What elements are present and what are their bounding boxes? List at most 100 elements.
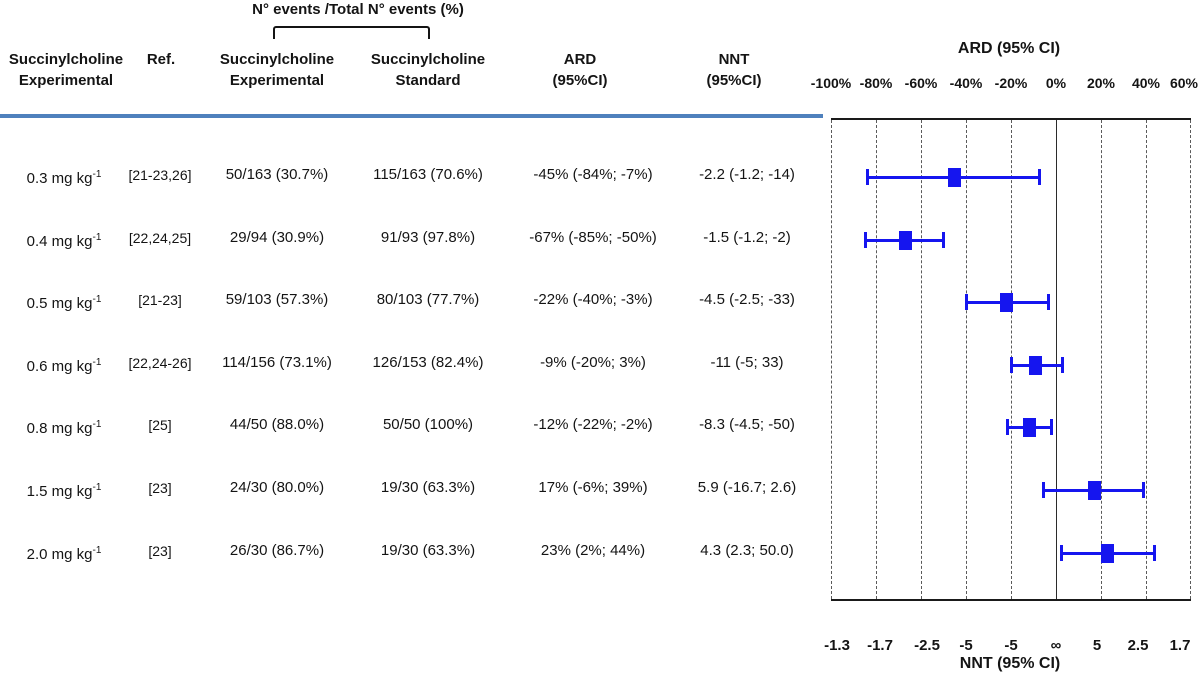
ard-cell: 17% (-6%; 39%): [538, 479, 648, 496]
nnt-cell: 4.3 (2.3; 50.0): [700, 542, 794, 559]
table-row: 2.0 mg kg-1 [23] 26/30 (86.7%) 19/30 (63…: [0, 540, 830, 563]
ci-cap-low: [1041, 482, 1045, 498]
experimental-events-cell: 24/30 (80.0%): [229, 479, 325, 496]
experimental-events-cell: 114/156 (73.1%): [222, 354, 332, 371]
dose-superscript: -1: [92, 419, 102, 430]
ref-cell: [21-23,26]: [128, 167, 192, 183]
ref-cell: [23]: [148, 480, 172, 496]
col-header-nnt: NNT (95%CI): [706, 49, 761, 91]
dose-cell: 0.5 mg kg-1: [27, 289, 102, 315]
dose-text: 0.4 mg kg: [26, 233, 93, 250]
nnt-axis-label: NNT (95% CI): [959, 655, 1061, 672]
point-estimate-marker: [1087, 481, 1101, 500]
standard-events-cell: 91/93 (97.8%): [380, 229, 476, 246]
dose-text: 0.3 mg kg: [26, 170, 93, 187]
point-estimate-marker: [1029, 356, 1043, 375]
header-divider-rule: [0, 114, 823, 118]
ard-cell: -9% (-20%; 3%): [540, 354, 646, 371]
col-header-standard-line1: Succinylcholine: [370, 51, 486, 68]
dose-superscript: -1: [92, 169, 102, 180]
dose-text: 0.6 mg kg: [26, 358, 93, 375]
standard-events-cell: 126/153 (82.4%): [372, 354, 484, 371]
col-header-ard: ARD (95%CI): [552, 49, 607, 91]
nnt-cell: -4.5 (-2.5; -33): [699, 291, 795, 308]
nnt-tick-label: 5: [1092, 637, 1102, 654]
col-header-dose-line1: Succinylcholine: [8, 51, 124, 68]
col-header-experimental: Succinylcholine Experimental: [220, 49, 334, 91]
experimental-events-cell: 59/103 (57.3%): [225, 291, 329, 308]
col-header-ard-line1: ARD: [563, 51, 597, 68]
standard-events-cell: 19/30 (63.3%): [380, 479, 476, 496]
experimental-events-cell: 44/50 (88.0%): [229, 416, 325, 433]
table-row: 0.4 mg kg-1 [22,24,25] 29/94 (30.9%) 91/…: [0, 227, 830, 250]
nnt-cell: -1.5 (-1.2; -2): [703, 229, 791, 246]
x-axis-tick-label: 60%: [1169, 75, 1199, 91]
x-axis-tick-label: -40%: [949, 75, 983, 91]
events-bracket-label: N° events /Total N° events (%): [252, 1, 464, 18]
gridline: [1101, 120, 1102, 599]
dose-cell: 0.3 mg kg-1: [27, 164, 102, 190]
nnt-tick-label: 1.7: [1169, 637, 1191, 654]
point-estimate-marker: [898, 231, 912, 250]
ard-cell: 23% (2%; 44%): [540, 542, 646, 559]
col-header-standard: Succinylcholine Standard: [371, 49, 485, 91]
dose-superscript: -1: [92, 294, 102, 305]
nnt-tick-label: -5: [1004, 637, 1018, 654]
ci-cap-low: [863, 232, 867, 248]
standard-events-cell: 115/163 (70.6%): [373, 166, 483, 183]
nnt-tick-label: -2.5: [914, 637, 940, 654]
nnt-cell: -2.2 (-1.2; -14): [699, 166, 795, 183]
nnt-tick-label: ∞: [1050, 637, 1062, 654]
ci-cap-high: [1038, 169, 1042, 185]
ci-cap-high: [1153, 545, 1156, 561]
col-header-nnt-line2: (95%CI): [706, 72, 762, 89]
chart-title: ARD (95% CI): [957, 40, 1061, 57]
ci-cap-high: [1047, 294, 1051, 310]
forest-plot-area: [831, 118, 1191, 601]
nnt-tick-label: -1.3: [824, 637, 850, 654]
point-estimate-marker: [1022, 418, 1036, 437]
col-header-experimental-line1: Succinylcholine: [219, 51, 335, 68]
dose-superscript: -1: [92, 545, 102, 556]
table-row: 0.8 mg kg-1 [25] 44/50 (88.0%) 50/50 (10…: [0, 414, 830, 437]
col-header-experimental-line2: Experimental: [229, 72, 325, 89]
gridline: [876, 120, 877, 599]
experimental-events-cell: 50/163 (30.7%): [225, 166, 329, 183]
x-axis-tick-label: -100%: [810, 75, 852, 91]
gridline: [831, 120, 832, 599]
ci-cap-high: [1060, 357, 1064, 373]
ref-cell: [22,24-26]: [128, 355, 192, 371]
dose-text: 0.8 mg kg: [26, 420, 93, 437]
x-axis-tick-label: 0%: [1045, 75, 1067, 91]
standard-events-cell: 50/50 (100%): [382, 416, 474, 433]
ref-cell: [21-23]: [138, 292, 182, 308]
nnt-cell: 5.9 (-16.7; 2.6): [697, 479, 797, 496]
gridline: [1146, 120, 1147, 599]
nnt-cell: -11 (-5; 33): [710, 354, 784, 371]
table-row: 0.3 mg kg-1 [21-23,26] 50/163 (30.7%) 11…: [0, 164, 830, 187]
point-estimate-marker: [1000, 293, 1013, 312]
ci-cap-high: [1049, 419, 1053, 435]
dose-text: 2.0 mg kg: [26, 546, 93, 563]
ci-cap-high: [1141, 482, 1145, 498]
ref-cell: [22,24,25]: [128, 230, 192, 246]
dose-superscript: -1: [92, 482, 102, 493]
ard-cell: -12% (-22%; -2%): [533, 416, 653, 433]
ard-cell: -22% (-40%; -3%): [533, 291, 653, 308]
ci-cap-high: [941, 232, 945, 248]
ci-cap-low: [1059, 545, 1063, 561]
nnt-tick-label: -1.7: [867, 637, 893, 654]
dose-text: 0.5 mg kg: [26, 295, 93, 312]
col-header-ref: Ref.: [146, 51, 176, 68]
ard-cell: -45% (-84%; -7%): [533, 166, 653, 183]
dose-cell: 0.4 mg kg-1: [27, 227, 102, 253]
ci-cap-low: [1010, 357, 1013, 373]
dose-cell: 0.6 mg kg-1: [27, 352, 102, 378]
col-header-dose-line2: Experimental: [18, 72, 114, 89]
dose-cell: 1.5 mg kg-1: [27, 477, 102, 503]
col-header-nnt-line1: NNT: [718, 51, 750, 68]
dose-text: 1.5 mg kg: [26, 483, 93, 500]
gridline: [1190, 120, 1191, 599]
ci-cap-low: [1005, 419, 1009, 435]
col-header-ard-line2: (95%CI): [552, 72, 608, 89]
